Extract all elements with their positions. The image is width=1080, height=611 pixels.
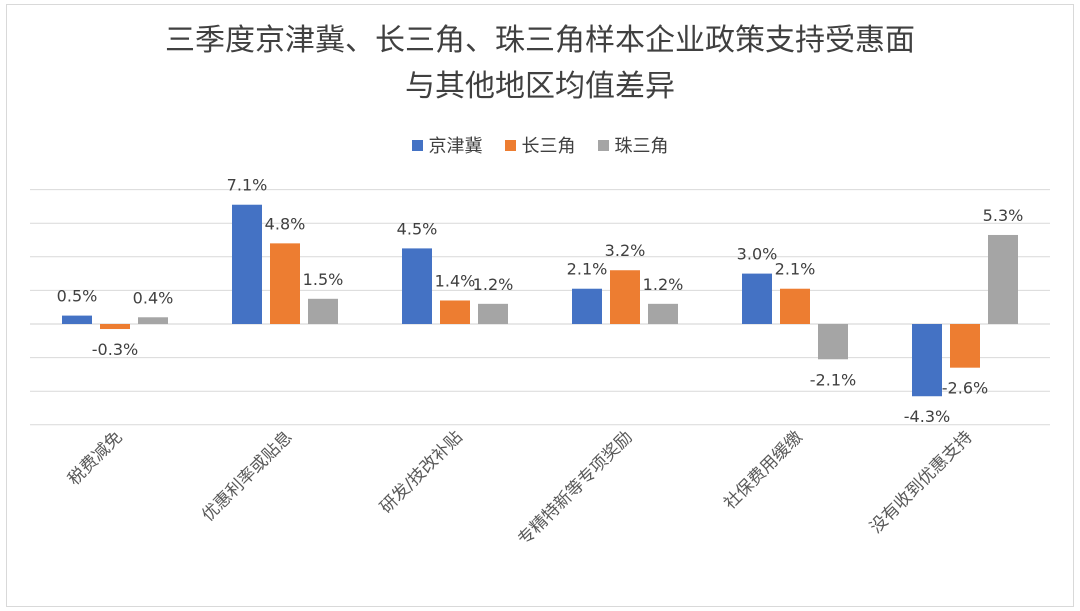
data-label-1-4: 2.1% — [567, 260, 608, 279]
bar-3-3 — [478, 303, 508, 324]
bar-1-6 — [912, 324, 942, 397]
bar-1-1 — [62, 315, 92, 324]
bar-1-2 — [232, 204, 262, 324]
chart-frame — [6, 4, 1074, 607]
legend-swatch-changsanjiao — [504, 139, 516, 151]
bar-2-3 — [440, 300, 470, 324]
data-label-2-6: -2.6% — [942, 379, 988, 398]
data-label-2-5: 2.1% — [775, 260, 816, 279]
bar-2-4 — [610, 270, 640, 324]
category-label-4: 专精特新等专项奖励 — [514, 427, 636, 549]
legend-item-zhusanjiao: 珠三角 — [597, 132, 669, 158]
data-label-1-2: 7.1% — [227, 176, 268, 195]
bar-2-1 — [100, 324, 130, 330]
legend-label-jingjinji: 京津冀 — [428, 136, 483, 157]
bar-2-5 — [780, 288, 810, 324]
data-label-1-6: -4.3% — [904, 407, 950, 426]
bar-3-1 — [138, 317, 168, 324]
category-label-2: 优惠利率或贴息 — [198, 427, 296, 525]
chart-title-line-1: 三季度京津冀、长三角、珠三角样本企业政策支持受惠面 — [165, 23, 915, 58]
legend-swatch-zhusanjiao — [597, 139, 609, 151]
category-label-3: 研发/技改补贴 — [376, 427, 466, 517]
bar-3-6 — [988, 234, 1018, 324]
data-label-2-2: 4.8% — [265, 214, 306, 233]
bar-1-3 — [402, 248, 432, 324]
chart-legend: 京津冀 长三角 珠三角 — [0, 132, 1080, 158]
data-label-1-5: 3.0% — [737, 245, 778, 264]
bar-3-2 — [308, 298, 338, 324]
chart-title: 三季度京津冀、长三角、珠三角样本企业政策支持受惠面 与其他地区均值差异 — [0, 18, 1080, 110]
data-label-3-5: -2.1% — [810, 370, 856, 389]
legend-swatch-jingjinji — [411, 139, 423, 151]
legend-label-changsanjiao: 长三角 — [521, 136, 576, 157]
legend-label-zhusanjiao: 珠三角 — [614, 136, 669, 157]
data-label-2-4: 3.2% — [605, 241, 646, 260]
data-label-3-3: 1.2% — [473, 275, 514, 294]
category-label-1: 税费减免 — [64, 427, 126, 489]
bar-1-5 — [742, 273, 772, 324]
data-label-1-3: 4.5% — [397, 219, 438, 238]
bar-3-5 — [818, 324, 848, 360]
data-label-3-4: 1.2% — [643, 275, 684, 294]
chart-title-line-2: 与其他地区均值差异 — [405, 69, 675, 104]
data-label-2-3: 1.4% — [435, 271, 476, 290]
bar-1-4 — [572, 288, 602, 324]
data-label-3-6: 5.3% — [983, 206, 1024, 225]
category-label-5: 社保费用缓缴 — [720, 427, 806, 513]
data-label-1-1: 0.5% — [57, 287, 98, 306]
data-label-3-2: 1.5% — [303, 270, 344, 289]
data-label-3-1: 0.4% — [133, 288, 174, 307]
legend-item-jingjinji: 京津冀 — [411, 132, 483, 158]
bar-2-2 — [270, 243, 300, 324]
category-label-6: 没有收到优惠支持 — [866, 427, 976, 537]
bar-2-6 — [950, 324, 980, 368]
data-label-2-1: -0.3% — [92, 340, 138, 359]
legend-item-changsanjiao: 长三角 — [504, 132, 576, 158]
bar-3-4 — [648, 303, 678, 324]
